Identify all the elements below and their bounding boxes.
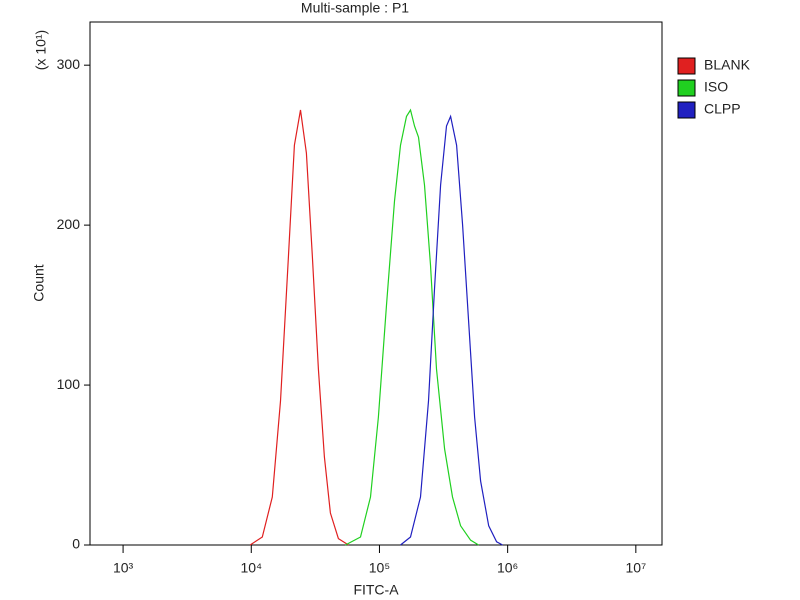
legend-swatch: [677, 57, 696, 75]
chart-title: Multi-sample : P1: [301, 0, 409, 16]
x-axis-label: FITC-A: [353, 582, 399, 598]
legend-swatch: [677, 101, 696, 119]
x-tick-label: 10⁵: [369, 560, 390, 576]
y-multiplier: (x 10¹): [33, 30, 49, 70]
legend-label: CLPP: [704, 101, 741, 117]
y-tick-label: 100: [57, 376, 81, 392]
y-tick-label: 0: [72, 536, 80, 552]
legend-label: ISO: [704, 79, 728, 95]
x-tick-label: 10⁷: [626, 560, 647, 576]
x-tick-label: 10⁶: [497, 560, 518, 576]
legend-swatch: [677, 79, 696, 97]
plot-frame: [89, 21, 663, 546]
histogram-line: [345, 108, 479, 546]
y-axis-label: Count: [31, 264, 47, 301]
x-tick-label: 10³: [113, 560, 134, 576]
histogram-line: [400, 114, 503, 546]
y-tick-label: 200: [57, 216, 81, 232]
y-tick-label: 300: [57, 56, 81, 72]
x-tick-label: 10⁴: [240, 560, 262, 576]
histogram-line: [249, 109, 349, 546]
legend-label: BLANK: [704, 57, 751, 73]
